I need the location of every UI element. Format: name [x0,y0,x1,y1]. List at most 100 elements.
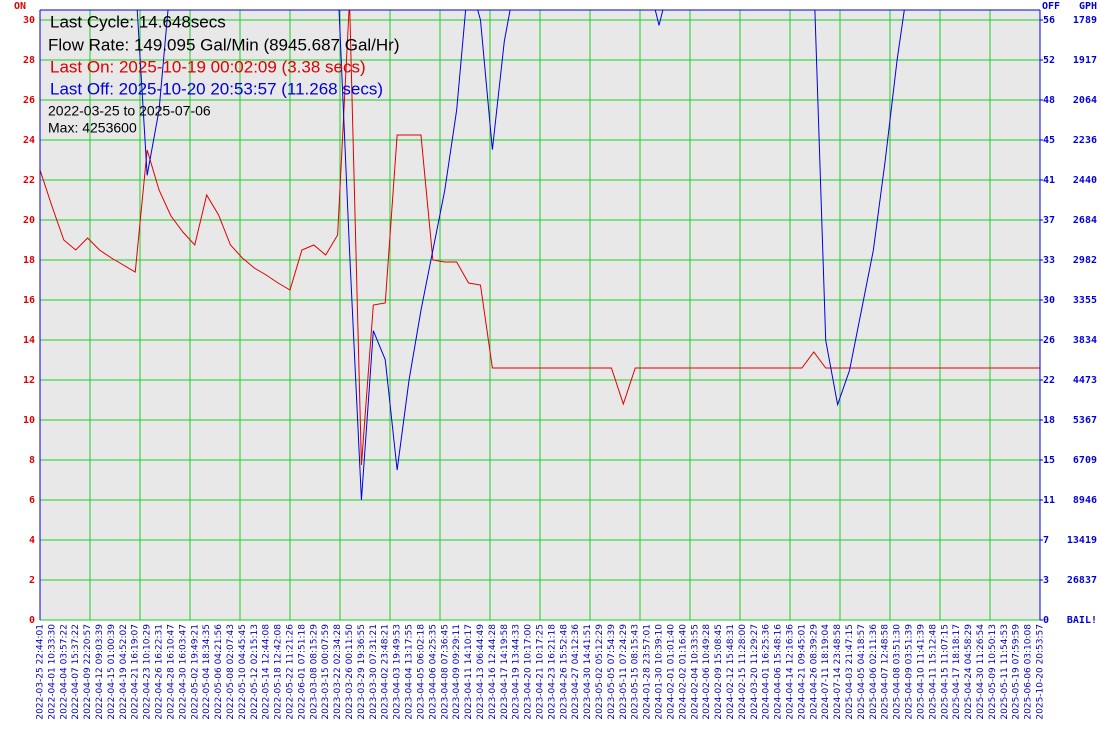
gph-label: 2064 [1073,95,1097,106]
x-tick-label: 2022-05-02 19:49:21 [190,624,200,720]
x-tick-label: 2023-04-27 04:12:36 [571,624,581,720]
x-tick-label: 2024-02-01 01:01:40 [666,624,676,720]
y-tick-label: 2 [29,575,35,586]
gph-label: 2440 [1073,175,1097,186]
x-tick-label: 2022-05-06 04:21:56 [214,624,224,720]
x-tick-label: 2022-05-18 12:42:08 [274,624,284,720]
x-tick-label: 2025-05-09 10:50:13 [988,624,998,720]
x-tick-label: 2024-02-12 15:48:31 [726,624,736,720]
x-tick-label: 2024-02-02 01:16:40 [678,624,688,720]
x-tick-label: 2022-04-21 16:19:07 [131,624,141,720]
x-tick-label: 2023-04-09 09:29:11 [452,624,462,720]
x-tick-label: 2023-04-13 06:44:49 [476,624,486,720]
x-tick-label: 2025-04-06 02:11:36 [869,624,879,720]
grid [40,10,1040,621]
y-tick-label: 8 [29,455,35,466]
x-tick-label: 2024-04-26 08:39:29 [809,624,819,720]
x-tick-label: 2023-04-17 14:19:58 [500,624,510,720]
gph-label: 8946 [1073,495,1097,506]
x-tick-label: 2022-04-01 10:33:30 [47,624,57,720]
x-tick-label: 2023-03-15 00:07:59 [321,624,331,720]
y2-tick-label: 18 [1043,415,1055,426]
y2-tick-label: 7 [1043,535,1049,546]
x-tick-label: 2023-05-11 07:24:29 [619,624,629,720]
x-tick-label: 2025-04-10 11:41:39 [916,624,926,720]
y-tick-label: 22 [23,175,35,186]
x-tick-label: 2024-02-06 10:49:28 [702,624,712,720]
x-tick-label: 2024-01-28 23:57:01 [643,624,653,720]
x-tick-label: 2022-04-07 15:37:22 [71,624,81,720]
x-tick-label: 2022-04-15 01:00:39 [107,624,117,720]
y-tick-label: 4 [29,535,35,546]
y-tick-label: 6 [29,495,35,506]
annotation: Flow Rate: 149.095 Gal/Min (8945.687 Gal… [48,35,400,54]
y-tick-label: 28 [23,55,35,66]
y2-tick-label: 0 [1043,615,1049,626]
x-tick-label: 2023-04-05 06:02:18 [416,624,426,720]
x-tick-label: 2022-04-19 04:52:02 [119,624,129,720]
y2-tick-label: 52 [1043,55,1055,66]
x-tick-label: 2023-05-05 07:54:39 [607,624,617,720]
x-tick-label: 2024-07-14 23:48:58 [833,624,843,720]
x-tick-label: 2023-03-29 19:36:55 [357,624,367,720]
annotation: Max: 4253600 [48,120,137,136]
x-tick-label: 2024-04-21 09:45:01 [797,624,807,720]
y2-tick-label: 48 [1043,95,1055,106]
y-tick-label: 12 [23,375,35,386]
x-tick-label: 2022-05-12 02:15:13 [250,624,260,720]
y2-tick-label: 15 [1043,455,1055,466]
gph-label: 1917 [1073,55,1097,66]
x-tick-label: 2022-04-12 09:03:39 [95,624,105,720]
gph-label: 4473 [1073,375,1097,386]
y2-tick-label: 22 [1043,375,1055,386]
y-tick-label: 20 [23,215,35,226]
gph-label: 1789 [1073,15,1097,26]
x-tick-label: 2025-10-20 20:53:57 [1036,624,1046,720]
x-tick-label: 2025-04-24 04:58:29 [964,624,974,720]
annotation: 2022-03-25 to 2025-07-06 [48,103,211,119]
x-tick-label: 2024-02-09 15:08:45 [714,624,724,720]
gph-label: 2236 [1073,135,1097,146]
x-tick-label: 2022-04-26 16:22:31 [155,624,165,720]
y2-tick-label: 56 [1043,15,1055,26]
x-tick-label: 2023-04-08 07:36:45 [440,624,450,720]
gph-label: BAIL! [1067,615,1097,626]
y-tick-label: 10 [23,415,35,426]
gph-label: 6709 [1073,455,1097,466]
annotation: Last Off: 2025-10-20 20:53:57 (11.268 se… [50,79,383,98]
y2-tick-label: 37 [1043,215,1055,226]
x-tick-label: 2025-04-03 21:47:15 [845,624,855,720]
x-tick-label: 2023-05-15 08:15:43 [631,624,641,720]
right-axis-label: OFF [1042,1,1060,12]
y-tick-label: 30 [23,15,35,26]
gph-label: 26837 [1067,575,1097,586]
x-tick-label: 2023-04-03 19:49:53 [393,624,403,720]
x-tick-label: 2023-04-19 13:44:33 [512,624,522,720]
x-tick-label: 2025-04-30 11:26:54 [976,624,986,720]
x-tick-label: 2022-05-04 18:34:35 [202,624,212,720]
x-tick-label: 2022-04-04 03:57:22 [59,624,69,720]
x-tick-label: 2024-04-01 16:25:36 [762,624,772,720]
series-line [136,10,905,501]
x-tick-label: 2023-05-02 05:12:29 [595,624,605,720]
x-tick-label: 2022-05-14 12:44:08 [262,624,272,720]
y2-tick-label: 11 [1043,495,1055,506]
x-tick-label: 2025-05-11 11:54:53 [1000,624,1010,720]
x-tick-label: 2025-04-17 18:18:17 [952,624,962,720]
x-tick-label: 2023-03-30 07:31:21 [369,624,379,720]
y-tick-label: 18 [23,255,35,266]
gph-label: 2684 [1073,215,1097,226]
x-tick-label: 2022-05-08 02:07:43 [226,624,236,720]
x-tick-label: 2023-04-06 04:25:35 [428,624,438,720]
y-tick-label: 14 [23,335,35,346]
x-tick-label: 2025-06-06 03:10:08 [1024,624,1034,720]
series-lines [40,10,1040,501]
x-tick-label: 2022-06-01 07:51:18 [297,624,307,720]
x-tick-label: 2025-05-19 07:59:59 [1012,624,1022,720]
x-tick-label: 2025-04-15 11:07:15 [940,624,950,720]
x-tick-label: 2022-04-28 16:10:47 [166,624,176,720]
x-tick-label: 2024-02-15 11:28:00 [738,624,748,720]
y2-tick-label: 3 [1043,575,1049,586]
x-tick-label: 2023-04-20 10:17:00 [524,624,534,720]
